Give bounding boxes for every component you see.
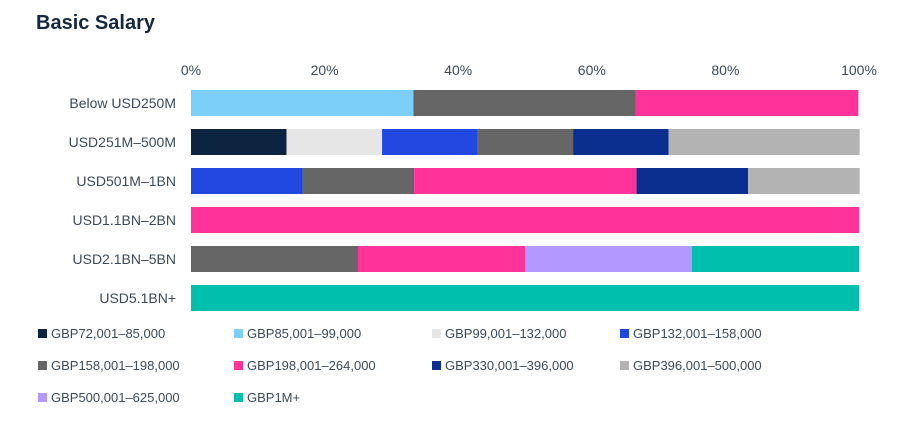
legend-item: GBP99,001–132,000 (432, 326, 566, 341)
legend-item: GBP72,001–85,000 (38, 326, 165, 341)
category-label: USD251M–500M (69, 134, 176, 150)
x-tick-label: 60% (578, 62, 606, 78)
x-tick-label: 20% (311, 62, 339, 78)
legend-swatch (234, 329, 243, 338)
legend-label: GBP198,001–264,000 (247, 358, 376, 373)
bar-segment (668, 129, 860, 155)
bar-segment (191, 207, 859, 233)
bar-segment (414, 168, 637, 194)
legend-label: GBP132,001–158,000 (633, 326, 762, 341)
bar-segment (525, 246, 692, 272)
legend-item: GBP198,001–264,000 (234, 358, 376, 373)
legend-swatch (38, 393, 47, 402)
bar-segment (748, 168, 860, 194)
bar-segment (636, 168, 749, 194)
bar-segment (191, 129, 287, 155)
legend-swatch (38, 329, 47, 338)
legend-swatch (620, 329, 629, 338)
bar-segment (286, 129, 383, 155)
category-label: USD5.1BN+ (99, 290, 176, 306)
category-label: Below USD250M (69, 95, 176, 111)
stacked-bar-chart: 0% 20% 40% 60% 80% 100% Below USD250M USD251M–5… (69, 62, 877, 311)
bar-segment (573, 129, 669, 155)
x-tick-label: 40% (444, 62, 472, 78)
legend-label: GBP85,001–99,000 (247, 326, 362, 341)
legend-swatch (234, 361, 243, 370)
category-label: USD1.1BN–2BN (73, 212, 177, 228)
bar-segment (302, 168, 415, 194)
legend-item: GBP132,001–158,000 (620, 326, 762, 341)
legend-swatch (432, 361, 441, 370)
legend-label: GBP396,001–500,000 (633, 358, 762, 373)
x-tick-label: 100% (841, 62, 877, 78)
bar-segment (635, 90, 859, 116)
bar-segment (477, 129, 574, 155)
legend-item: GBP158,001–198,000 (38, 358, 180, 373)
bar-segment (692, 246, 859, 272)
legend-swatch (38, 361, 47, 370)
bar-segment (413, 90, 636, 116)
bar-segment (191, 285, 859, 311)
bar-segment (191, 168, 303, 194)
bar-segment (358, 246, 525, 272)
x-tick-label: 0% (181, 62, 201, 78)
category-label: USD2.1BN–5BN (73, 251, 177, 267)
legend-label: GBP1M+ (247, 390, 301, 405)
legend-item: GBP1M+ (234, 390, 300, 405)
x-tick-label: 80% (711, 62, 739, 78)
bar-segment (382, 129, 478, 155)
legend-label: GBP158,001–198,000 (51, 358, 180, 373)
legend-swatch (432, 329, 441, 338)
category-label: USD501M–1BN (76, 173, 176, 189)
bar-segment (191, 90, 414, 116)
legend-item: GBP396,001–500,000 (620, 358, 762, 373)
bar-segment (191, 246, 358, 272)
legend-item: GBP500,001–625,000 (38, 390, 180, 405)
legend-swatch (620, 361, 629, 370)
legend-label: GBP500,001–625,000 (51, 390, 180, 405)
legend-item: GBP330,001–396,000 (432, 358, 574, 373)
legend-label: GBP72,001–85,000 (51, 326, 166, 341)
legend-item: GBP85,001–99,000 (234, 326, 361, 341)
legend-swatch (234, 393, 243, 402)
legend-label: GBP99,001–132,000 (445, 326, 567, 341)
legend-label: GBP330,001–396,000 (445, 358, 574, 373)
chart-title: Basic Salary (36, 12, 155, 34)
